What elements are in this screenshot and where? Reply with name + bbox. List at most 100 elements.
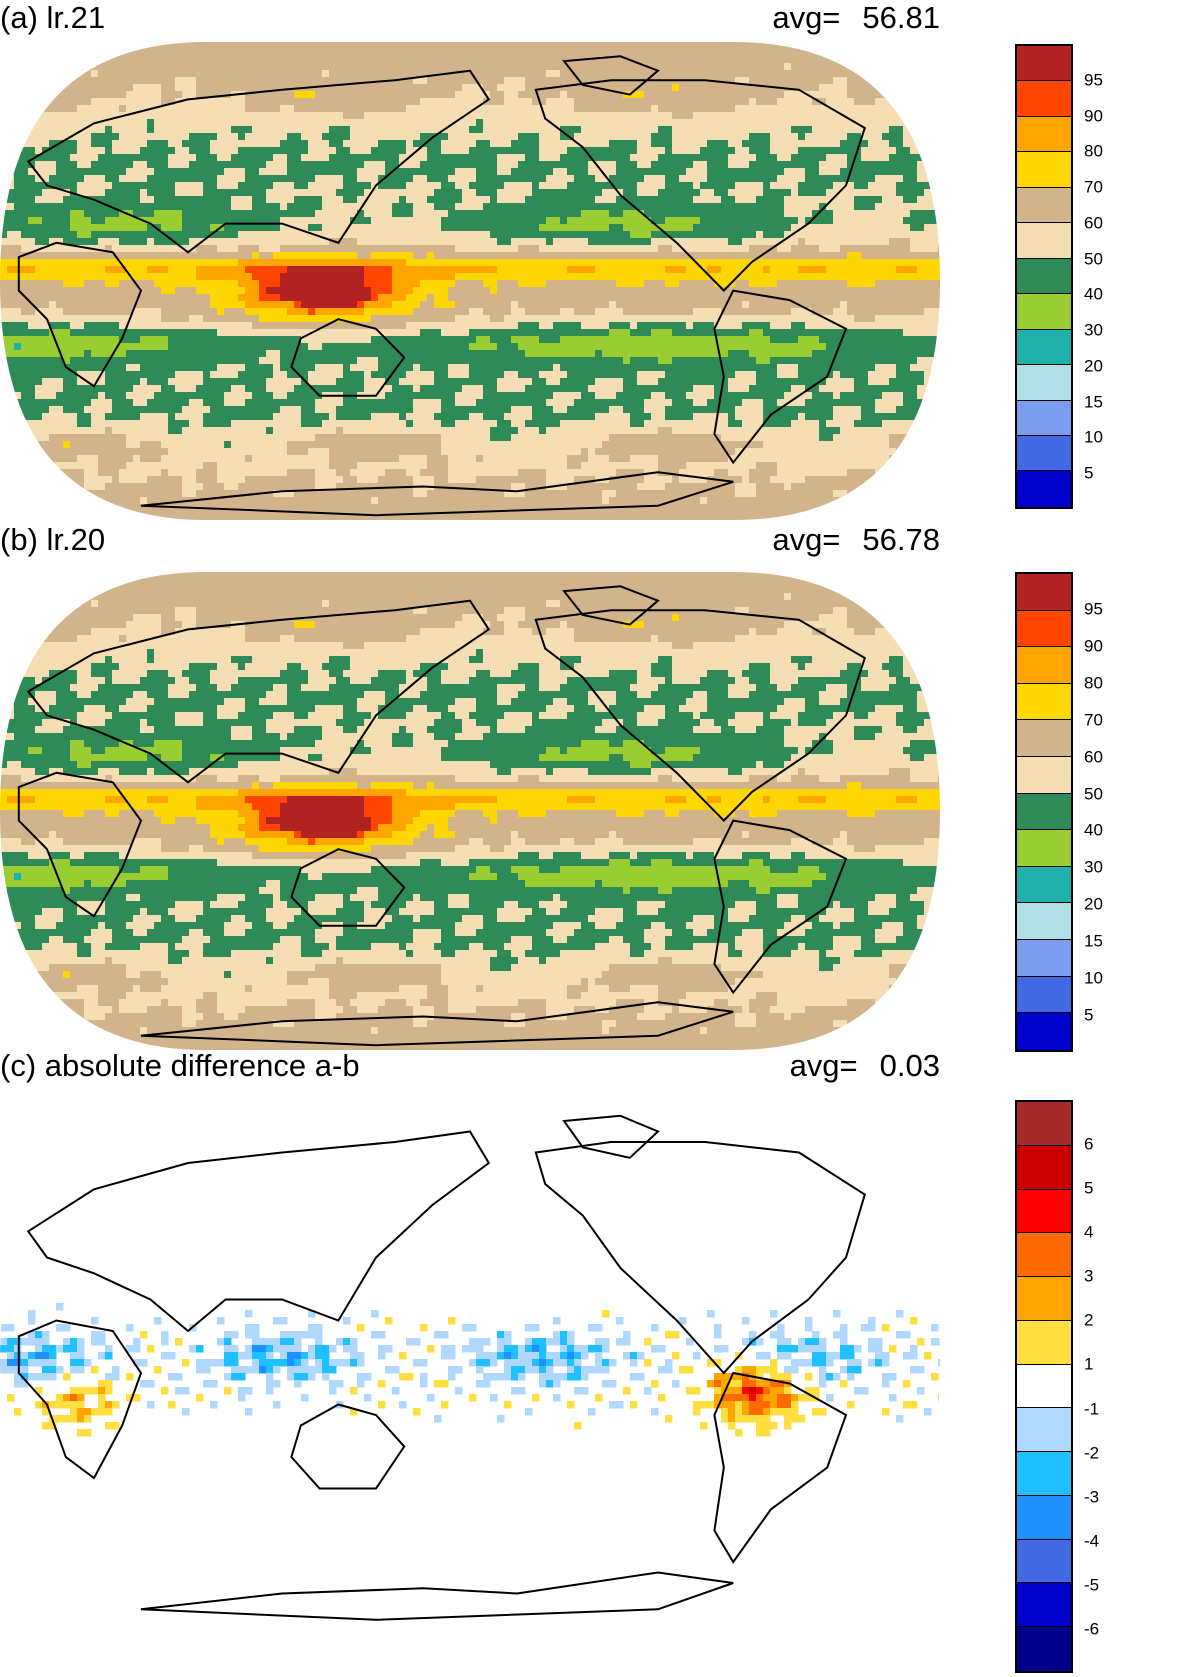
field-cell	[336, 147, 344, 155]
field-cell	[70, 63, 78, 71]
field-cell	[504, 49, 512, 57]
field-cell	[658, 133, 666, 141]
field-cell	[882, 175, 890, 183]
field-cell	[896, 287, 904, 295]
field-cell	[637, 126, 645, 134]
field-cell	[875, 98, 883, 106]
field-cell	[35, 161, 43, 169]
field-cell	[644, 161, 652, 169]
field-cell	[28, 217, 36, 225]
field-cell	[602, 280, 610, 288]
field-cell	[350, 70, 358, 78]
field-cell	[854, 49, 862, 57]
field-cell	[714, 168, 722, 176]
field-cell	[672, 42, 680, 50]
field-cell	[910, 252, 918, 260]
field-cell	[539, 49, 547, 57]
field-cell	[147, 147, 155, 155]
field-cell	[364, 49, 372, 57]
field-cell	[833, 273, 841, 281]
field-cell	[560, 140, 568, 148]
field-cell	[399, 119, 407, 127]
field-cell	[203, 217, 211, 225]
field-cell	[847, 217, 855, 225]
field-cell	[245, 217, 253, 225]
field-cell	[427, 189, 435, 197]
field-cell	[231, 140, 239, 148]
field-cell	[539, 112, 547, 120]
field-cell	[441, 42, 449, 50]
field-cell	[182, 280, 190, 288]
field-cell	[231, 175, 239, 183]
field-cell	[42, 245, 50, 253]
field-cell	[581, 119, 589, 127]
field-cell	[539, 203, 547, 211]
field-cell	[77, 273, 85, 281]
field-cell	[287, 147, 295, 155]
field-cell	[532, 231, 540, 239]
field-cell	[91, 77, 99, 85]
field-cell	[595, 217, 603, 225]
field-cell	[728, 217, 736, 225]
field-cell	[259, 175, 267, 183]
field-cell	[672, 168, 680, 176]
field-cell	[434, 210, 442, 218]
field-cell	[252, 273, 260, 281]
field-cell	[217, 112, 225, 120]
field-cell	[308, 49, 316, 57]
field-cell	[385, 105, 393, 113]
field-cell	[623, 98, 631, 106]
field-cell	[854, 133, 862, 141]
field-cell	[476, 56, 484, 64]
field-cell	[924, 98, 932, 106]
field-cell	[812, 49, 820, 57]
field-cell	[756, 70, 764, 78]
field-cell	[847, 98, 855, 106]
field-cell	[798, 154, 806, 162]
field-cell	[700, 70, 708, 78]
field-cell	[609, 98, 617, 106]
field-cell	[42, 266, 50, 274]
field-cell	[357, 259, 365, 267]
field-cell	[903, 98, 911, 106]
field-cell	[735, 70, 743, 78]
field-cell	[476, 182, 484, 190]
field-cell	[847, 42, 855, 50]
field-cell	[259, 280, 267, 288]
field-cell	[791, 56, 799, 64]
field-cell	[14, 245, 22, 253]
field-cell	[350, 98, 358, 106]
field-cell	[868, 70, 876, 78]
field-cell	[742, 161, 750, 169]
field-cell	[350, 133, 358, 141]
field-cell	[63, 140, 71, 148]
field-cell	[812, 231, 820, 239]
field-cell	[917, 161, 925, 169]
field-cell	[434, 259, 442, 267]
field-cell	[693, 98, 701, 106]
field-cell	[217, 42, 225, 50]
field-cell	[910, 203, 918, 211]
field-cell	[427, 203, 435, 211]
field-cell	[301, 133, 309, 141]
field-cell	[28, 133, 36, 141]
field-cell	[798, 42, 806, 50]
field-cell	[322, 140, 330, 148]
field-cell	[343, 280, 351, 288]
field-cell	[119, 168, 127, 176]
field-cell	[252, 182, 260, 190]
field-cell	[840, 294, 848, 302]
field-cell	[546, 245, 554, 253]
field-cell	[938, 175, 940, 183]
field-cell	[21, 140, 29, 148]
field-cell	[315, 126, 323, 134]
field-cell	[343, 245, 351, 253]
field-cell	[882, 259, 890, 267]
field-cell	[14, 126, 22, 134]
field-cell	[476, 287, 484, 295]
field-cell	[105, 112, 113, 120]
field-cell	[371, 217, 379, 225]
field-cell	[833, 105, 841, 113]
field-cell	[588, 238, 596, 246]
field-cell	[931, 126, 939, 134]
